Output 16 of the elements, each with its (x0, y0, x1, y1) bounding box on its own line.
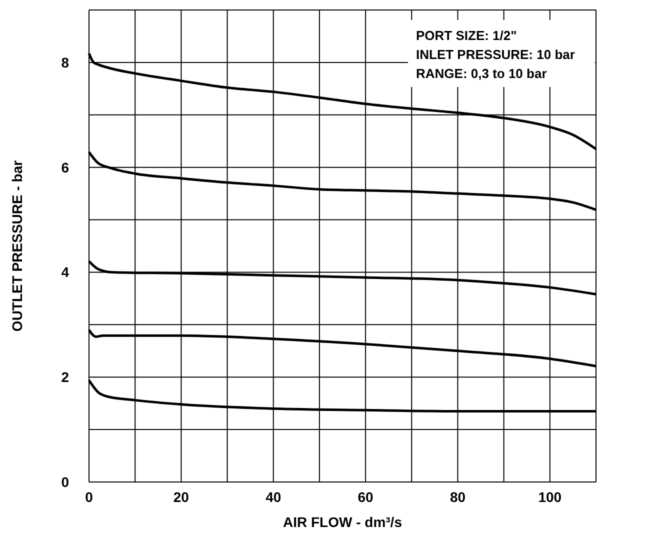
x-tick-label: 80 (450, 489, 466, 505)
annotation: RANGE: 0,3 to 10 bar (416, 66, 547, 81)
annotation: INLET PRESSURE: 10 bar (416, 47, 575, 62)
y-tick-label: 8 (61, 54, 70, 70)
x-tick-label: 100 (538, 489, 562, 505)
x-tick-label: 40 (266, 489, 282, 505)
x-axis-title: AIR FLOW - dm³/s (283, 514, 402, 530)
x-tick-label: 20 (173, 489, 190, 505)
x-tick-label: 0 (85, 489, 94, 505)
y-tick-label: 2 (61, 369, 70, 386)
annotation: PORT SIZE: 1/2" (416, 28, 517, 43)
y-axis-title: OUTLET PRESSURE - bar (9, 160, 25, 332)
x-tick-label: 60 (358, 489, 374, 505)
y-tick-label: 6 (61, 159, 70, 176)
y-tick-label: 0 (61, 474, 70, 490)
y-tick-label: 4 (61, 264, 70, 280)
